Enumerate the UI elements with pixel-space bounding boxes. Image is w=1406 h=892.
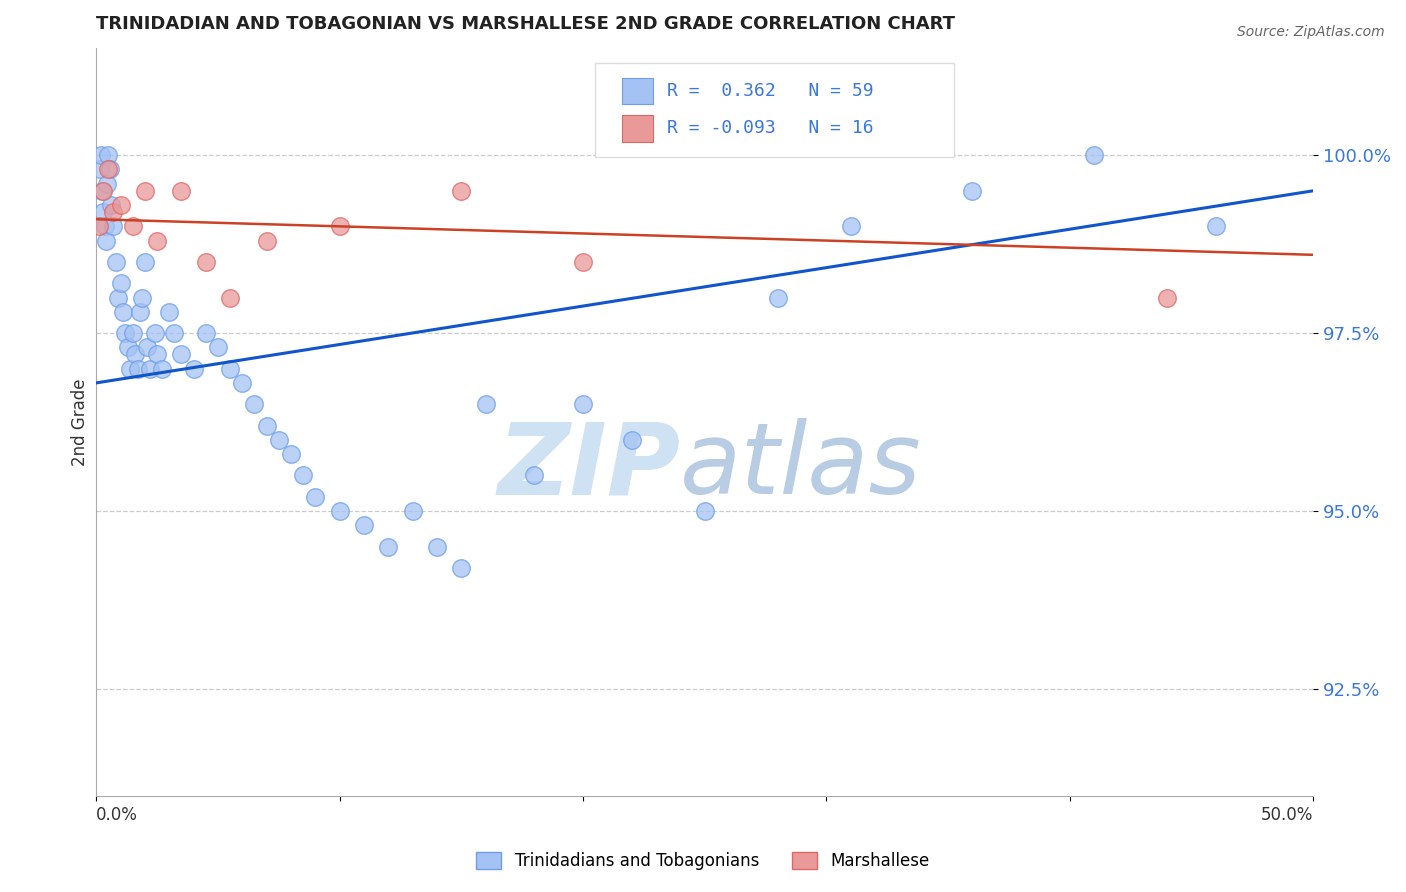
Text: TRINIDADIAN AND TOBAGONIAN VS MARSHALLESE 2ND GRADE CORRELATION CHART: TRINIDADIAN AND TOBAGONIAN VS MARSHALLES… [96, 15, 955, 33]
Point [93, 219, 115, 234]
Point [93, 205, 115, 219]
Point [93, 184, 115, 198]
Point [450, 184, 472, 198]
Point [87, 219, 110, 234]
Point [89, 162, 111, 177]
Point [1156, 291, 1178, 305]
Text: R =  0.362   N = 59: R = 0.362 N = 59 [666, 82, 873, 100]
Point [280, 447, 302, 461]
Point [572, 255, 595, 269]
Point [90, 148, 112, 162]
Point [110, 277, 132, 291]
Point [620, 433, 643, 447]
Legend: Trinidadians and Tobagonians, Marshallese: Trinidadians and Tobagonians, Marshalles… [470, 845, 936, 877]
Point [304, 490, 326, 504]
Point [103, 205, 125, 219]
Point [194, 255, 217, 269]
Point [329, 219, 352, 234]
Point [98, 162, 121, 177]
Point [256, 418, 278, 433]
Y-axis label: 2nd Grade: 2nd Grade [72, 378, 89, 466]
Point [207, 340, 229, 354]
Point [127, 361, 149, 376]
Point [267, 433, 290, 447]
Text: R = -0.093   N = 16: R = -0.093 N = 16 [666, 120, 873, 137]
Text: 0.0%: 0.0% [96, 806, 138, 824]
Point [231, 376, 253, 390]
Point [163, 326, 186, 340]
Point [157, 304, 180, 318]
Text: atlas: atlas [681, 418, 922, 516]
Point [693, 504, 716, 518]
Point [450, 561, 472, 575]
Point [146, 234, 169, 248]
FancyBboxPatch shape [595, 63, 955, 157]
Point [97, 162, 120, 177]
Point [170, 184, 193, 198]
Point [129, 304, 152, 318]
Point [143, 326, 166, 340]
Point [292, 468, 315, 483]
Point [170, 347, 193, 361]
Text: ZIP: ZIP [498, 418, 681, 516]
Point [114, 326, 136, 340]
Point [96, 177, 118, 191]
Point [146, 347, 169, 361]
Point [131, 291, 153, 305]
Point [219, 291, 242, 305]
Point [110, 198, 132, 212]
Point [1083, 148, 1105, 162]
Point [377, 540, 399, 554]
Point [766, 291, 789, 305]
Point [194, 326, 217, 340]
Point [104, 255, 127, 269]
FancyBboxPatch shape [621, 78, 654, 104]
Point [572, 397, 595, 411]
Point [120, 361, 142, 376]
Point [134, 184, 156, 198]
Point [839, 219, 862, 234]
Point [121, 219, 143, 234]
Point [219, 361, 242, 376]
Point [94, 234, 117, 248]
Point [107, 291, 129, 305]
Point [117, 340, 139, 354]
Point [136, 340, 159, 354]
Point [243, 397, 266, 411]
Point [121, 326, 143, 340]
Point [111, 304, 134, 318]
Point [91, 184, 114, 198]
Point [97, 148, 120, 162]
Point [329, 504, 352, 518]
Point [426, 540, 449, 554]
Point [353, 518, 375, 533]
Point [150, 361, 173, 376]
Point [138, 361, 160, 376]
FancyBboxPatch shape [621, 115, 654, 142]
Point [523, 468, 546, 483]
Point [103, 219, 125, 234]
Point [183, 361, 205, 376]
Text: Source: ZipAtlas.com: Source: ZipAtlas.com [1237, 25, 1385, 39]
Point [134, 255, 156, 269]
Point [401, 504, 423, 518]
Point [1205, 219, 1227, 234]
Point [962, 184, 984, 198]
Point [474, 397, 496, 411]
Point [100, 198, 122, 212]
Text: 50.0%: 50.0% [1261, 806, 1313, 824]
Point [124, 347, 146, 361]
Point [256, 234, 278, 248]
